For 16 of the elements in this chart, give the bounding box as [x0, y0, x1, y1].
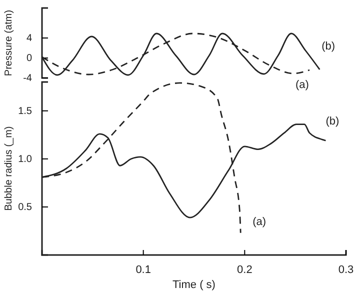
- y-axis-title: Bubble radius (_m): [4, 126, 15, 211]
- y-tick-label: 1.0: [18, 154, 32, 166]
- x-axis-title: Time ( s): [172, 279, 216, 291]
- series-label: (b): [326, 116, 340, 128]
- y-tick-label: 0.5: [18, 202, 32, 214]
- x-tick-label: 0.1: [136, 264, 151, 276]
- y-tick-label: -4: [23, 73, 32, 84]
- series-label: (b): [322, 40, 336, 52]
- y-axis-title: Pressure (atm): [4, 10, 15, 76]
- y-tick-label: 1.5: [18, 106, 32, 118]
- series-label: (a): [296, 79, 309, 91]
- y-tick-label: 4: [26, 33, 32, 44]
- x-tick-label: 0.2: [237, 264, 252, 276]
- y-tick-label: 0: [26, 53, 32, 64]
- series-label: (a): [252, 216, 266, 228]
- x-tick-label: 0.3: [338, 264, 354, 276]
